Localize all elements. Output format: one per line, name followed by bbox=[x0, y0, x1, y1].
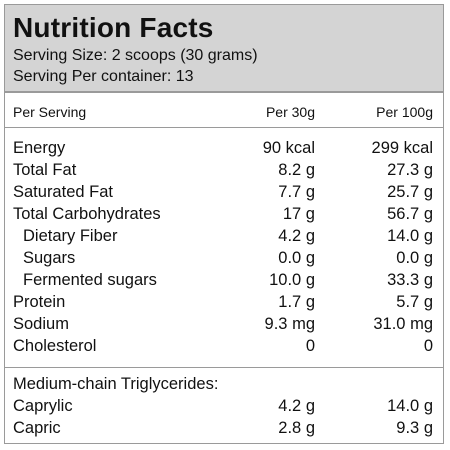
nutrient-row-saturated-fat: Saturated Fat 7.7 g 25.7 g bbox=[5, 181, 443, 203]
column-header-row: Per Serving Per 30g Per 100g bbox=[5, 93, 443, 128]
column-header-per-100g: Per 100g bbox=[376, 104, 433, 120]
nutrient-value-per-30g: 90 kcal bbox=[262, 139, 315, 157]
nutrition-facts-label: Nutrition Facts Serving Size: 2 scoops (… bbox=[4, 4, 444, 444]
nutrient-row-sugars: Sugars 0.0 g 0.0 g bbox=[5, 247, 443, 269]
mct-section: Medium-chain Triglycerides: Caprylic 4.2… bbox=[5, 368, 443, 439]
nutrient-row-energy: Energy 90 kcal 299 kcal bbox=[5, 137, 443, 159]
nutrient-value-per-100g: 33.3 g bbox=[387, 271, 433, 289]
mct-heading-row: Medium-chain Triglycerides: bbox=[5, 373, 443, 395]
serving-size: Serving Size: 2 scoops (30 grams) bbox=[13, 47, 258, 64]
label-title: Nutrition Facts bbox=[13, 12, 214, 43]
servings-per-container: Serving Per container: 13 bbox=[13, 68, 194, 85]
nutrient-name: Total Fat bbox=[13, 161, 77, 179]
nutrient-name: Sodium bbox=[13, 315, 69, 333]
nutrient-value-per-30g: 4.2 g bbox=[278, 397, 315, 415]
nutrient-name: Cholesterol bbox=[13, 337, 97, 355]
nutrient-value-per-30g: 1.7 g bbox=[278, 293, 315, 311]
nutrient-name: Protein bbox=[13, 293, 66, 311]
nutrient-row-dietary-fiber: Dietary Fiber 4.2 g 14.0 g bbox=[5, 225, 443, 247]
nutrient-value-per-100g: 31.0 mg bbox=[373, 315, 433, 333]
nutrient-value-per-100g: 9.3 g bbox=[396, 419, 433, 437]
nutrient-list: Energy 90 kcal 299 kcal Total Fat 8.2 g … bbox=[5, 128, 443, 357]
nutrient-value-per-100g: 56.7 g bbox=[387, 205, 433, 223]
nutrient-name: Total Carbohydrates bbox=[13, 205, 161, 223]
nutrient-row-total-fat: Total Fat 8.2 g 27.3 g bbox=[5, 159, 443, 181]
nutrient-value-per-100g: 0 bbox=[423, 337, 433, 355]
nutrient-value-per-30g: 4.2 g bbox=[278, 227, 315, 245]
nutrient-name: Caprylic bbox=[13, 397, 73, 415]
nutrient-value-per-30g: 17 g bbox=[282, 205, 315, 223]
nutrient-value-per-100g: 25.7 g bbox=[387, 183, 433, 201]
column-header-per-30g: Per 30g bbox=[265, 104, 315, 120]
mct-heading: Medium-chain Triglycerides: bbox=[13, 375, 219, 393]
nutrient-value-per-100g: 27.3 g bbox=[387, 161, 433, 179]
mct-row-caprylic: Caprylic 4.2 g 14.0 g bbox=[5, 395, 443, 417]
nutrient-value-per-100g: 5.7 g bbox=[396, 293, 433, 311]
mct-row-capric: Capric 2.8 g 9.3 g bbox=[5, 417, 443, 439]
nutrient-value-per-100g: 14.0 g bbox=[387, 227, 433, 245]
nutrient-value-per-30g: 8.2 g bbox=[278, 161, 315, 179]
nutrient-name: Energy bbox=[13, 139, 66, 157]
nutrient-value-per-100g: 0.0 g bbox=[396, 249, 433, 267]
nutrient-value-per-100g: 299 kcal bbox=[371, 139, 433, 157]
nutrient-row-total-carbohydrates: Total Carbohydrates 17 g 56.7 g bbox=[5, 203, 443, 225]
nutrient-value-per-30g: 9.3 mg bbox=[264, 315, 315, 333]
nutrient-value-per-100g: 14.0 g bbox=[387, 397, 433, 415]
label-header: Nutrition Facts Serving Size: 2 scoops (… bbox=[5, 5, 443, 93]
nutrient-row-sodium: Sodium 9.3 mg 31.0 mg bbox=[5, 313, 443, 335]
column-header-per-serving: Per Serving bbox=[13, 104, 87, 120]
section-divider bbox=[5, 367, 443, 368]
nutrient-name: Saturated Fat bbox=[13, 183, 113, 201]
nutrient-name: Sugars bbox=[23, 249, 76, 267]
nutrient-name: Capric bbox=[13, 419, 61, 437]
nutrient-row-cholesterol: Cholesterol 0 0 bbox=[5, 335, 443, 357]
nutrient-value-per-30g: 7.7 g bbox=[278, 183, 315, 201]
nutrient-name: Fermented sugars bbox=[23, 271, 157, 289]
nutrient-value-per-30g: 2.8 g bbox=[278, 419, 315, 437]
nutrient-value-per-30g: 10.0 g bbox=[269, 271, 315, 289]
nutrient-value-per-30g: 0 bbox=[305, 337, 315, 355]
nutrient-name: Dietary Fiber bbox=[23, 227, 118, 245]
nutrient-row-fermented-sugars: Fermented sugars 10.0 g 33.3 g bbox=[5, 269, 443, 291]
nutrient-value-per-30g: 0.0 g bbox=[278, 249, 315, 267]
nutrient-row-protein: Protein 1.7 g 5.7 g bbox=[5, 291, 443, 313]
